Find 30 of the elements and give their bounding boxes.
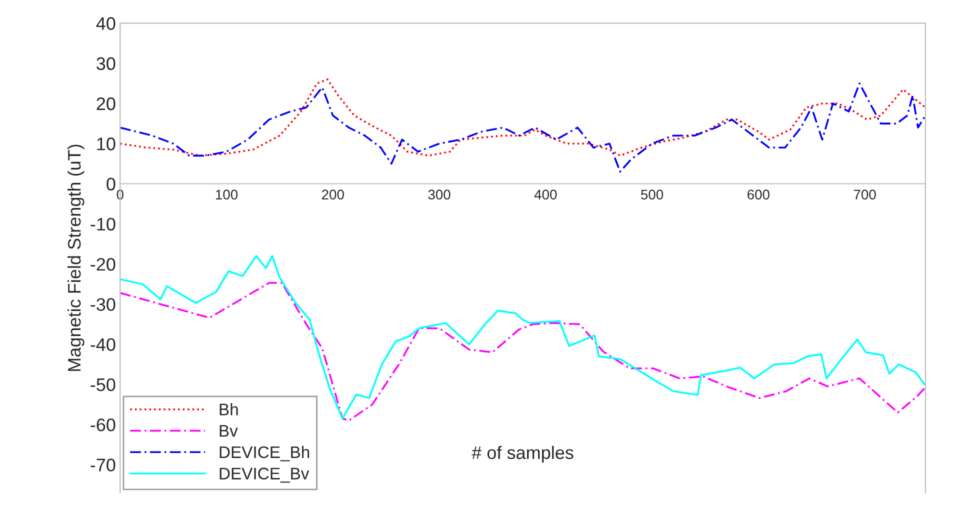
x-tick-label: 300: [428, 190, 450, 200]
y-tick-label: -60: [90, 418, 116, 432]
y-tick-label: -70: [90, 458, 116, 472]
x-tick-label: 200: [322, 190, 344, 200]
y-tick-label: 0: [106, 178, 116, 190]
y-tick-label: 30: [96, 57, 116, 70]
x-tick-label: 100: [216, 190, 238, 200]
y-tick-label: -40: [90, 338, 116, 352]
y-axis-title: Magnetic Field Strength (uT): [67, 144, 84, 371]
y-tick-label: -20: [90, 258, 116, 271]
x-tick-label: 400: [534, 190, 557, 200]
legend-label: DEVICE_Bv: [220, 468, 310, 483]
legend-label: Bh: [220, 403, 238, 416]
legend-label: DEVICE_Bh: [220, 446, 310, 462]
x-tick-label: 0: [116, 190, 124, 200]
x-tick-label: 500: [641, 190, 664, 200]
line-series: [120, 78, 926, 157]
x-tick-label: 600: [748, 190, 770, 200]
y-tick-label: 10: [97, 138, 116, 150]
x-tick-label: 700: [854, 190, 876, 200]
line-series: [120, 82, 926, 173]
x-axis-title: # of samples: [472, 446, 574, 463]
line-series: [120, 282, 926, 422]
y-tick-label: 20: [96, 97, 116, 110]
y-tick-label: 40: [96, 17, 116, 30]
line-series: [120, 255, 926, 420]
legend-label: Bv: [220, 425, 238, 437]
y-tick-label: -50: [90, 378, 116, 392]
y-tick-label: -10: [90, 218, 116, 231]
y-tick-label: -30: [90, 298, 116, 311]
